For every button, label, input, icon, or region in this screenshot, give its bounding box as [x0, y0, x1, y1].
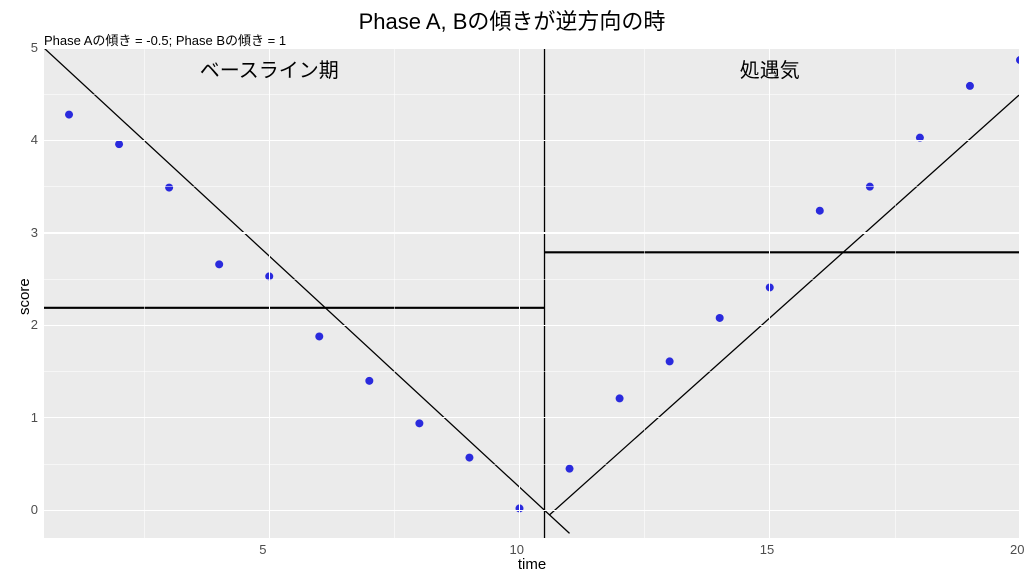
data-point: [215, 260, 223, 268]
gridline-h: [44, 417, 1020, 418]
chart-svg-overlay: [0, 0, 1024, 569]
data-point: [666, 357, 674, 365]
chart-container: Phase A, Bの傾きが逆方向の時 Phase Aの傾き = -0.5; P…: [0, 0, 1024, 569]
gridline-h: [44, 371, 1020, 372]
gridline-v: [644, 48, 645, 538]
gridline-v: [394, 48, 395, 538]
x-tick-label: 10: [509, 542, 523, 557]
y-tick-label: 2: [31, 317, 38, 332]
data-point: [115, 140, 123, 148]
gridline-h: [44, 325, 1020, 326]
y-tick-label: 0: [31, 502, 38, 517]
gridline-v: [1019, 48, 1020, 538]
x-tick-label: 20: [1010, 542, 1024, 557]
y-tick-label: 1: [31, 410, 38, 425]
y-tick-label: 3: [31, 225, 38, 240]
data-point: [716, 314, 724, 322]
x-axis-label: time: [44, 556, 1020, 573]
y-tick-label: 4: [31, 132, 38, 147]
gridline-h: [44, 510, 1020, 511]
data-point: [616, 394, 624, 402]
gridline-h: [44, 279, 1020, 280]
gridline-h: [44, 232, 1020, 233]
phase-annotation: 処遇気: [740, 54, 800, 83]
data-point: [966, 82, 974, 90]
phase-annotation: ベースライン期: [200, 54, 339, 83]
y-axis-label: score: [16, 278, 33, 315]
trend-line: [44, 48, 570, 533]
trend-line: [550, 94, 1020, 515]
data-point: [465, 454, 473, 462]
gridline-h: [44, 47, 1020, 48]
data-point: [365, 377, 373, 385]
data-point: [315, 332, 323, 340]
gridline-h: [44, 140, 1020, 141]
gridline-h: [44, 94, 1020, 95]
gridline-v: [519, 48, 520, 538]
gridline-v: [769, 48, 770, 538]
gridline-h: [44, 464, 1020, 465]
gridline-v: [269, 48, 270, 538]
data-point: [816, 207, 824, 215]
data-point: [415, 419, 423, 427]
gridline-h: [44, 186, 1020, 187]
data-point: [65, 111, 73, 119]
data-point: [165, 184, 173, 192]
y-tick-label: 5: [31, 40, 38, 55]
x-tick-label: 15: [760, 542, 774, 557]
gridline-v: [895, 48, 896, 538]
x-tick-label: 5: [259, 542, 266, 557]
data-point: [566, 465, 574, 473]
gridline-v: [144, 48, 145, 538]
